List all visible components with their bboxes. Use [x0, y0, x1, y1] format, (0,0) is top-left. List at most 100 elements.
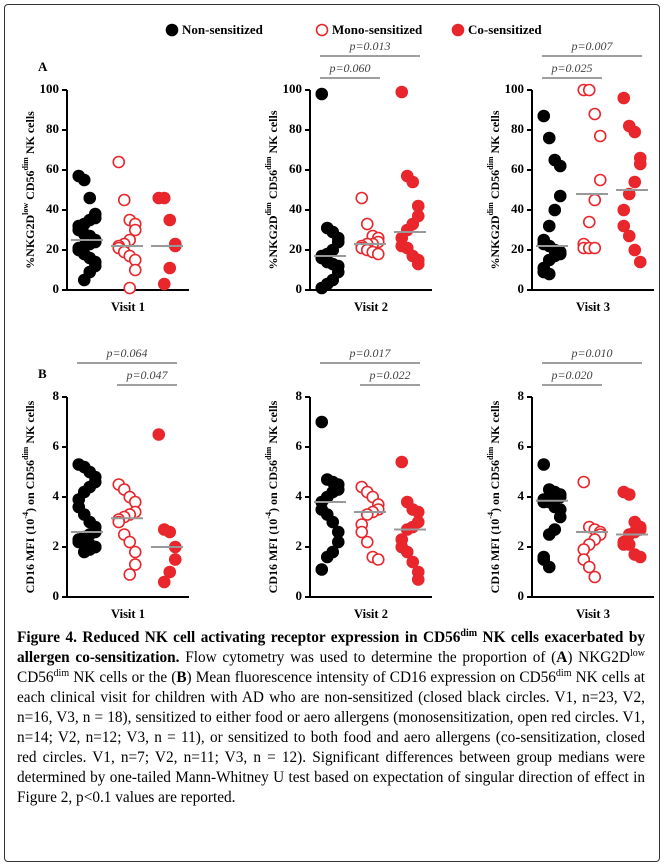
data-point [622, 488, 636, 501]
data-point [617, 203, 631, 217]
data-point [371, 247, 385, 261]
y-tick-label: 6 [296, 438, 303, 453]
legend-marker [315, 23, 329, 37]
y-axis-label-part: dim [264, 156, 273, 170]
data-point [123, 568, 137, 581]
y-tick-label: 60 [289, 161, 302, 176]
data-point [588, 241, 602, 255]
data-point [542, 560, 556, 574]
y-axis-label-part: CD56 [266, 170, 280, 202]
legend-label: Non-sensitized [182, 22, 264, 37]
y-axis-label: CD16 MFI (10-4) on CD56dim NK cells [21, 400, 36, 593]
figure-frame [4, 4, 660, 862]
y-tick-label: 0 [53, 281, 60, 296]
y-axis-label-part: CD56 [488, 170, 502, 202]
y-tick-label: 8 [296, 388, 303, 403]
data-point [163, 525, 177, 539]
data-point [128, 558, 142, 571]
data-point [163, 565, 177, 579]
data-point [117, 193, 131, 207]
legend-label: Mono-sensitized [332, 22, 423, 37]
data-point [157, 277, 171, 291]
y-axis-label-part: NK cells [266, 110, 280, 156]
data-point [537, 458, 551, 471]
y-axis-label-part: ) on CD56 [266, 460, 280, 512]
caption-text: NK cells exacerbated by allergen co-sens… [17, 629, 646, 666]
y-axis-label: %NKG2Dlow CD56dim NK cells [21, 111, 36, 269]
y-axis-label-part: dim [264, 202, 273, 216]
p-value: p=0.022 [368, 368, 410, 382]
data-point [128, 263, 142, 277]
data-point [395, 85, 409, 99]
data-point [542, 131, 556, 145]
y-axis-label-part: ) on CD56 [488, 460, 502, 512]
data-point [553, 510, 567, 524]
p-value: p=0.017 [348, 346, 391, 360]
data-point [633, 255, 647, 269]
data-point [588, 107, 602, 121]
data-point [548, 203, 562, 217]
y-axis-label-part: dim [264, 446, 273, 460]
y-axis-label-part: dim [21, 157, 30, 171]
x-axis-label: Visit 1 [111, 300, 145, 314]
data-point [553, 189, 567, 203]
y-axis-label-part: CD56 [23, 171, 37, 203]
data-point [617, 219, 631, 233]
data-point [577, 475, 591, 489]
y-tick-label: 0 [296, 281, 303, 296]
y-axis-label: CD16 MFI (10-4) on CD56dim NK cells [486, 400, 501, 593]
y-tick-label: 60 [511, 161, 524, 176]
y-tick-label: 60 [46, 161, 59, 176]
data-point [582, 560, 596, 574]
data-point [315, 415, 329, 429]
data-point [582, 215, 596, 229]
data-point [371, 553, 385, 566]
p-value: p=0.060 [328, 61, 370, 75]
data-point [542, 267, 556, 281]
data-point [400, 545, 414, 559]
y-axis-label: %NKG2Ddim CD56dim NK cells [264, 110, 279, 269]
y-tick-label: 100 [40, 81, 60, 96]
y-axis-label: CD16 MFI (10-4) on CD56dim NK cells [264, 400, 279, 593]
y-axis-label-part: %NKG2D [488, 215, 502, 269]
caption-text: dim [460, 627, 478, 639]
y-tick-label: 0 [518, 588, 525, 603]
y-tick-label: 40 [289, 201, 302, 216]
y-axis-label-part: -4 [486, 512, 495, 519]
data-point [315, 563, 329, 576]
data-point [77, 545, 91, 559]
y-tick-label: 20 [289, 241, 302, 256]
caption-text: B [176, 669, 187, 686]
data-point [355, 525, 369, 539]
y-tick-label: 8 [518, 388, 525, 403]
caption-text: ) Mean fluorescence intensity of CD16 ex… [186, 669, 556, 686]
x-axis-label: Visit 2 [354, 300, 388, 314]
data-point [537, 109, 551, 123]
data-point [360, 508, 374, 521]
y-tick-label: 2 [53, 538, 60, 553]
data-point [588, 193, 602, 207]
caption-text: dim [53, 667, 70, 679]
data-point [395, 455, 409, 469]
data-point [406, 555, 420, 569]
data-point [622, 538, 636, 551]
y-axis-label: %NKG2Ddim CD56dim NK cells [486, 110, 501, 269]
panel-label: A [38, 59, 48, 74]
x-axis-label: Visit 3 [576, 300, 610, 314]
y-axis-label-part: NK cells [266, 400, 280, 446]
y-axis-label-part: %NKG2D [266, 215, 280, 269]
caption-text: Figure 4. Reduced NK cell activating rec… [17, 629, 461, 646]
y-axis-label-part: CD16 MFI (10 [266, 519, 280, 594]
data-point [128, 223, 142, 237]
p-value: p=0.025 [550, 61, 592, 75]
data-point [77, 273, 91, 287]
data-point [331, 535, 345, 549]
y-tick-label: 4 [296, 488, 303, 503]
y-axis-label-part: NK cells [23, 400, 37, 446]
y-tick-label: 20 [511, 241, 524, 256]
data-point [588, 570, 602, 584]
x-axis-label: Visit 3 [576, 607, 610, 621]
caption: Figure 4. Reduced NK cell activating rec… [17, 628, 645, 808]
y-tick-label: 2 [296, 538, 303, 553]
